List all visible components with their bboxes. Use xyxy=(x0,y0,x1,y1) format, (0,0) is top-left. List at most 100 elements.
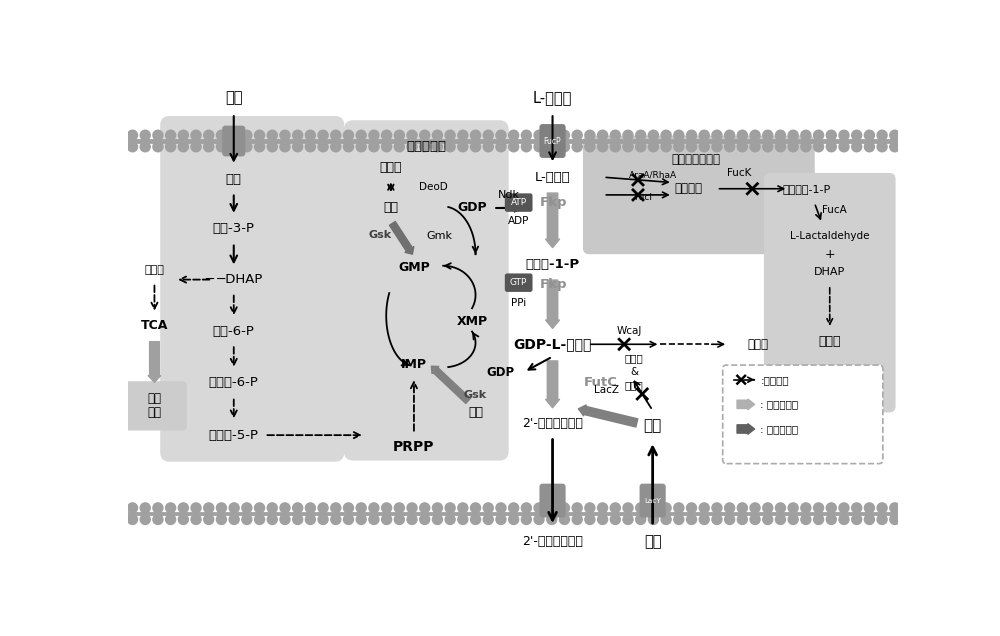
Circle shape xyxy=(509,503,519,513)
Circle shape xyxy=(483,503,493,513)
Circle shape xyxy=(229,515,239,525)
Circle shape xyxy=(788,503,798,513)
Circle shape xyxy=(255,130,265,140)
Circle shape xyxy=(420,515,430,525)
Text: 岩藻糖分解代谢: 岩藻糖分解代谢 xyxy=(671,153,720,166)
Circle shape xyxy=(369,503,379,513)
Text: PPi: PPi xyxy=(511,298,526,308)
Circle shape xyxy=(178,515,188,525)
Text: &: & xyxy=(630,367,638,377)
Circle shape xyxy=(826,142,836,152)
Circle shape xyxy=(267,142,277,152)
Text: 果糖-6-P: 果糖-6-P xyxy=(213,325,255,338)
Text: 生长: 生长 xyxy=(147,406,161,418)
Circle shape xyxy=(864,130,874,140)
Circle shape xyxy=(229,503,239,513)
Circle shape xyxy=(737,515,747,525)
Circle shape xyxy=(305,503,315,513)
Text: FucP: FucP xyxy=(544,137,561,146)
Circle shape xyxy=(216,503,226,513)
FancyBboxPatch shape xyxy=(222,125,245,156)
Circle shape xyxy=(598,515,608,525)
Circle shape xyxy=(559,503,569,513)
Circle shape xyxy=(623,503,633,513)
Circle shape xyxy=(153,515,163,525)
Circle shape xyxy=(852,515,862,525)
Circle shape xyxy=(737,130,747,140)
Circle shape xyxy=(356,142,366,152)
Circle shape xyxy=(432,503,442,513)
Circle shape xyxy=(432,515,442,525)
Circle shape xyxy=(890,503,900,513)
Circle shape xyxy=(674,503,684,513)
Text: 2'-岩藻糖基乳糖: 2'-岩藻糖基乳糖 xyxy=(522,417,583,430)
Circle shape xyxy=(255,142,265,152)
Circle shape xyxy=(687,142,697,152)
Circle shape xyxy=(483,130,493,140)
FancyBboxPatch shape xyxy=(160,116,344,462)
Text: 核酮糖-5-P: 核酮糖-5-P xyxy=(209,429,259,441)
Circle shape xyxy=(636,142,646,152)
Circle shape xyxy=(382,515,392,525)
Circle shape xyxy=(763,515,773,525)
FancyBboxPatch shape xyxy=(505,273,533,292)
Circle shape xyxy=(623,515,633,525)
Circle shape xyxy=(407,503,417,513)
Circle shape xyxy=(458,142,468,152)
Circle shape xyxy=(674,515,684,525)
Circle shape xyxy=(636,515,646,525)
Circle shape xyxy=(801,503,811,513)
Circle shape xyxy=(572,515,582,525)
Circle shape xyxy=(775,503,785,513)
FancyBboxPatch shape xyxy=(764,173,896,412)
Circle shape xyxy=(280,515,290,525)
Circle shape xyxy=(559,142,569,152)
Circle shape xyxy=(471,142,481,152)
Circle shape xyxy=(191,142,201,152)
Circle shape xyxy=(737,503,747,513)
Circle shape xyxy=(369,142,379,152)
Text: ─ ─DHAP: ─ ─DHAP xyxy=(205,273,262,286)
Circle shape xyxy=(661,130,671,140)
Text: 岩藻糖-1-P: 岩藻糖-1-P xyxy=(525,258,580,271)
Circle shape xyxy=(382,142,392,152)
Circle shape xyxy=(204,503,214,513)
Circle shape xyxy=(471,515,481,525)
Circle shape xyxy=(483,515,493,525)
Text: : 基因过表达: : 基因过表达 xyxy=(760,424,799,434)
Circle shape xyxy=(572,503,582,513)
Text: 甘油: 甘油 xyxy=(226,173,242,186)
Circle shape xyxy=(420,503,430,513)
Circle shape xyxy=(166,130,176,140)
Circle shape xyxy=(496,142,506,152)
Circle shape xyxy=(801,130,811,140)
Text: DeoD: DeoD xyxy=(419,182,447,192)
Circle shape xyxy=(369,515,379,525)
Circle shape xyxy=(267,503,277,513)
FancyBboxPatch shape xyxy=(539,124,566,158)
Circle shape xyxy=(509,130,519,140)
Circle shape xyxy=(394,142,404,152)
Text: L-Lactaldehyde: L-Lactaldehyde xyxy=(790,232,869,242)
Text: 细胞: 细胞 xyxy=(147,392,161,404)
Circle shape xyxy=(204,515,214,525)
Circle shape xyxy=(166,503,176,513)
Circle shape xyxy=(191,130,201,140)
Circle shape xyxy=(699,130,709,140)
Circle shape xyxy=(242,503,252,513)
Circle shape xyxy=(687,515,697,525)
Circle shape xyxy=(572,130,582,140)
Circle shape xyxy=(509,515,519,525)
Circle shape xyxy=(725,142,735,152)
Circle shape xyxy=(356,515,366,525)
Circle shape xyxy=(432,130,442,140)
Circle shape xyxy=(699,503,709,513)
Circle shape xyxy=(166,142,176,152)
Text: 糖酵解: 糖酵解 xyxy=(818,335,841,348)
Circle shape xyxy=(763,142,773,152)
Circle shape xyxy=(382,130,392,140)
Circle shape xyxy=(775,142,785,152)
Circle shape xyxy=(852,130,862,140)
Circle shape xyxy=(483,142,493,152)
Text: GDP-L-岩藻糖: GDP-L-岩藻糖 xyxy=(513,337,592,351)
